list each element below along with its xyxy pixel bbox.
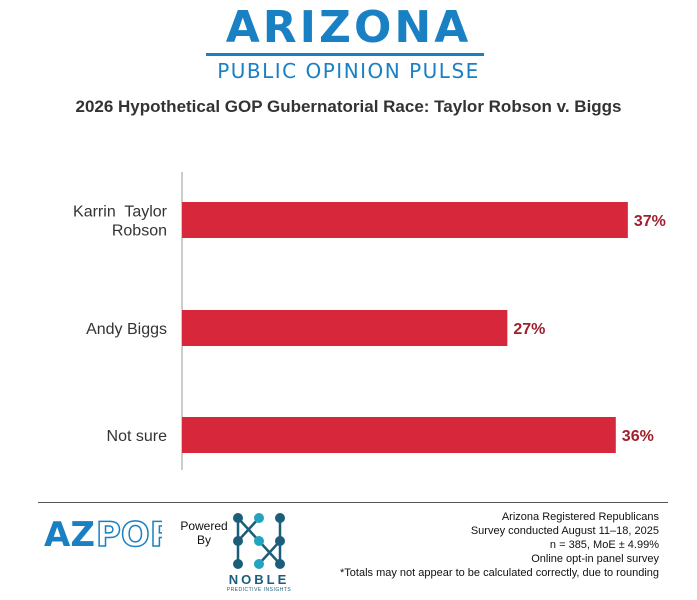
survey-note: *Totals may not appear to be calculated … [340,567,659,579]
category-label: Andy Biggs [86,321,167,338]
azpop-logo-pop: POP [96,515,162,552]
category-label: Not sure [107,428,168,445]
powered-by-line: Powered [180,519,228,533]
azpop-logo: AZ POP [44,514,162,552]
survey-note: n = 385, MoE ± 4.99% [549,539,659,551]
brand-title: ARIZONA [225,2,472,53]
bar-chart: 37% Karrin Taylor Robson 27% Andy Biggs 36% No… [73,172,666,470]
data-label: 27% [513,321,545,338]
noble-logo-tagline: PREDICTIVE INSIGHTS [226,587,292,593]
survey-note: Survey conducted August 11–18, 2025 [470,525,659,537]
header: ARIZONA PUBLIC OPINION PULSE [0,0,697,86]
category-label: Karrin Taylor Robson [73,204,168,240]
data-label: 37% [634,213,666,230]
bar [182,417,616,453]
powered-by-line: By [196,533,211,547]
noble-logo-icon [233,513,285,569]
bar [182,310,508,346]
survey-notes: Arizona Registered Republicans Survey co… [299,510,659,580]
brand-divider [206,53,484,56]
survey-note: Arizona Registered Republicans [501,511,659,523]
azpop-logo-az: AZ [44,515,95,552]
brand-subtitle: PUBLIC OPINION PULSE [217,59,480,83]
chart-title: 2026 Hypothetical GOP Gubernatorial Race… [75,97,622,116]
noble-logo-name: NOBLE [228,572,290,587]
powered-by: Powered By [174,519,234,547]
bar [182,202,628,238]
survey-note: Online opt-in panel survey [531,553,659,565]
footer-divider [38,502,668,503]
data-label: 36% [622,428,654,445]
